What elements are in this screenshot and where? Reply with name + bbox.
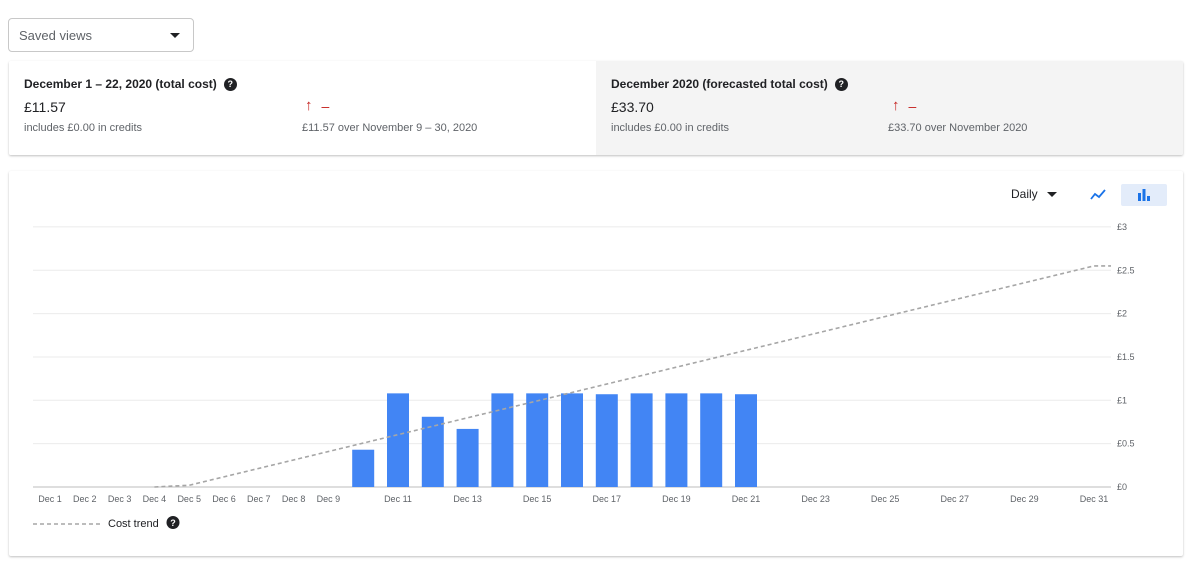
saved-views-label: Saved views xyxy=(19,27,92,43)
cost-bar[interactable] xyxy=(491,393,514,487)
x-tick-label: Dec 2 xyxy=(73,494,97,504)
y-tick-label: £2.5 xyxy=(1117,265,1135,275)
chart-y-axis-labels: £0 £0.5 £1 £1.5 £2 £2.5 £3 xyxy=(1117,222,1135,492)
cost-bar[interactable] xyxy=(456,428,479,487)
x-tick-label: Dec 5 xyxy=(177,494,201,504)
chart-trend xyxy=(154,265,1111,488)
x-tick-label: Dec 7 xyxy=(247,494,271,504)
cost-bar[interactable] xyxy=(387,393,409,487)
x-tick-label: Dec 27 xyxy=(941,494,970,504)
total-cost-credits: includes £0.00 in credits xyxy=(24,122,143,134)
x-tick-label: Dec 4 xyxy=(143,494,167,504)
granularity-label: Daily xyxy=(1011,187,1038,201)
bar-chart-icon xyxy=(1138,189,1150,201)
total-cost-amount: £11.57 xyxy=(24,99,66,115)
chevron-down-icon xyxy=(170,33,180,38)
cost-bar[interactable] xyxy=(421,416,444,487)
chart-x-axis-labels: Dec 1 Dec 2 Dec 3 Dec 4 Dec 5 Dec 6 Dec 7 Dec 8… xyxy=(38,494,1108,504)
x-tick-label: Dec 3 xyxy=(108,494,132,504)
y-tick-label: £0.5 xyxy=(1117,439,1135,449)
x-tick-label: Dec 15 xyxy=(523,494,552,504)
cost-trend-legend-label: Cost trend xyxy=(108,518,159,530)
cost-bar[interactable] xyxy=(352,449,375,487)
y-tick-label: £1.5 xyxy=(1117,352,1135,362)
arrow-up-icon: ↑ xyxy=(892,97,900,114)
total-cost-change: ↑ – xyxy=(305,97,330,114)
chart-legend: Cost trend ? xyxy=(33,516,180,530)
x-tick-label: Dec 1 xyxy=(38,494,62,504)
total-cost-change-value: – xyxy=(321,98,330,114)
help-icon-glyph: ? xyxy=(170,518,176,528)
cost-bar[interactable] xyxy=(700,393,723,487)
forecast-cost-title-text: December 2020 (forecasted total cost) xyxy=(611,77,828,91)
total-cost-title: December 1 – 22, 2020 (total cost) ? xyxy=(24,77,237,91)
x-tick-label: Dec 29 xyxy=(1010,494,1039,504)
chevron-down-icon xyxy=(1046,191,1057,197)
y-tick-label: £3 xyxy=(1117,222,1127,232)
x-tick-label: Dec 21 xyxy=(732,494,761,504)
x-tick-label: Dec 19 xyxy=(662,494,691,504)
x-tick-label: Dec 17 xyxy=(593,494,622,504)
x-tick-label: Dec 11 xyxy=(384,494,412,504)
cost-summary-panel: December 1 – 22, 2020 (total cost) ? £11… xyxy=(9,61,1183,155)
help-icon[interactable]: ? xyxy=(223,77,237,91)
total-cost-card: December 1 – 22, 2020 (total cost) ? £11… xyxy=(9,61,596,155)
x-tick-label: Dec 23 xyxy=(801,494,830,504)
x-tick-label: Dec 31 xyxy=(1080,494,1109,504)
cost-bar[interactable] xyxy=(665,393,688,487)
x-tick-label: Dec 9 xyxy=(317,494,341,504)
forecast-cost-comparison: £33.70 over November 2020 xyxy=(888,122,1028,134)
total-cost-title-text: December 1 – 22, 2020 (total cost) xyxy=(24,77,217,91)
help-icon[interactable]: ? xyxy=(834,77,848,91)
forecast-cost-change: ↑ – xyxy=(892,97,917,114)
y-tick-label: £2 xyxy=(1117,309,1127,319)
cost-bar[interactable] xyxy=(561,393,583,487)
x-tick-label: Dec 13 xyxy=(453,494,482,504)
x-tick-label: Dec 25 xyxy=(871,494,900,504)
cost-bar[interactable] xyxy=(595,394,618,487)
cost-bar[interactable] xyxy=(630,393,653,487)
line-chart-toggle[interactable] xyxy=(1083,184,1113,206)
y-tick-label: £0 xyxy=(1117,482,1127,492)
forecast-cost-title: December 2020 (forecasted total cost) ? xyxy=(611,77,848,91)
forecast-cost-change-value: – xyxy=(908,98,917,114)
arrow-up-icon: ↑ xyxy=(305,97,313,114)
y-tick-label: £1 xyxy=(1117,395,1127,405)
forecast-cost-amount: £33.70 xyxy=(611,99,654,115)
cost-bar[interactable] xyxy=(735,394,757,487)
x-tick-label: Dec 6 xyxy=(212,494,236,504)
forecast-cost-credits: includes £0.00 in credits xyxy=(611,122,730,134)
granularity-dropdown[interactable]: Daily xyxy=(1011,187,1057,201)
x-tick-label: Dec 8 xyxy=(282,494,306,504)
cost-bar[interactable] xyxy=(526,393,549,487)
saved-views-dropdown[interactable]: Saved views xyxy=(8,18,194,52)
total-cost-comparison: £11.57 over November 9 – 30, 2020 xyxy=(302,122,478,134)
cost-chart-card: £0 £0.5 £1 £1.5 £2 £2.5 £3 Dec 1 Dec 2 Dec 3 Dec … xyxy=(9,171,1183,556)
bar-chart-toggle[interactable] xyxy=(1121,184,1167,206)
cost-trend-line xyxy=(154,265,1111,488)
chart-bars xyxy=(352,393,757,487)
help-icon[interactable] xyxy=(166,516,180,529)
line-chart-icon xyxy=(1090,189,1106,200)
forecast-cost-card: December 2020 (forecasted total cost) ? … xyxy=(596,61,1183,155)
cost-chart: £0£0.5£1£1.5£2£2.5£3 Dec 1 Dec 2 Dec 3 Dec … xyxy=(33,222,1135,530)
